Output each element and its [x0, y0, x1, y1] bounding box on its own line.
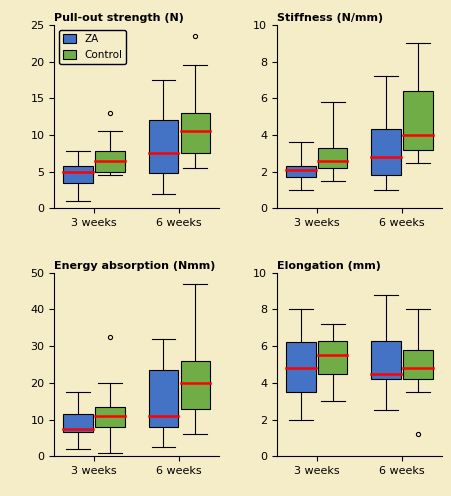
Bar [286, 166, 316, 177]
Text: Pull-out strength (N): Pull-out strength (N) [54, 12, 184, 23]
Bar [95, 151, 124, 172]
Bar [64, 166, 93, 183]
Text: Stiffness (N/mm): Stiffness (N/mm) [277, 12, 383, 23]
Text: Elongation (mm): Elongation (mm) [277, 260, 381, 270]
Bar [372, 129, 401, 176]
Bar [180, 361, 210, 409]
Bar [180, 113, 210, 153]
Text: Energy absorption (Nmm): Energy absorption (Nmm) [54, 260, 216, 270]
Legend: ZA, Control: ZA, Control [60, 30, 126, 64]
Bar [372, 341, 401, 379]
Bar [286, 342, 316, 392]
Bar [149, 370, 178, 427]
Bar [149, 121, 178, 173]
Bar [403, 350, 433, 379]
Bar [318, 148, 347, 168]
Bar [64, 414, 93, 433]
Bar [95, 407, 124, 427]
Bar [403, 91, 433, 150]
Bar [318, 341, 347, 373]
